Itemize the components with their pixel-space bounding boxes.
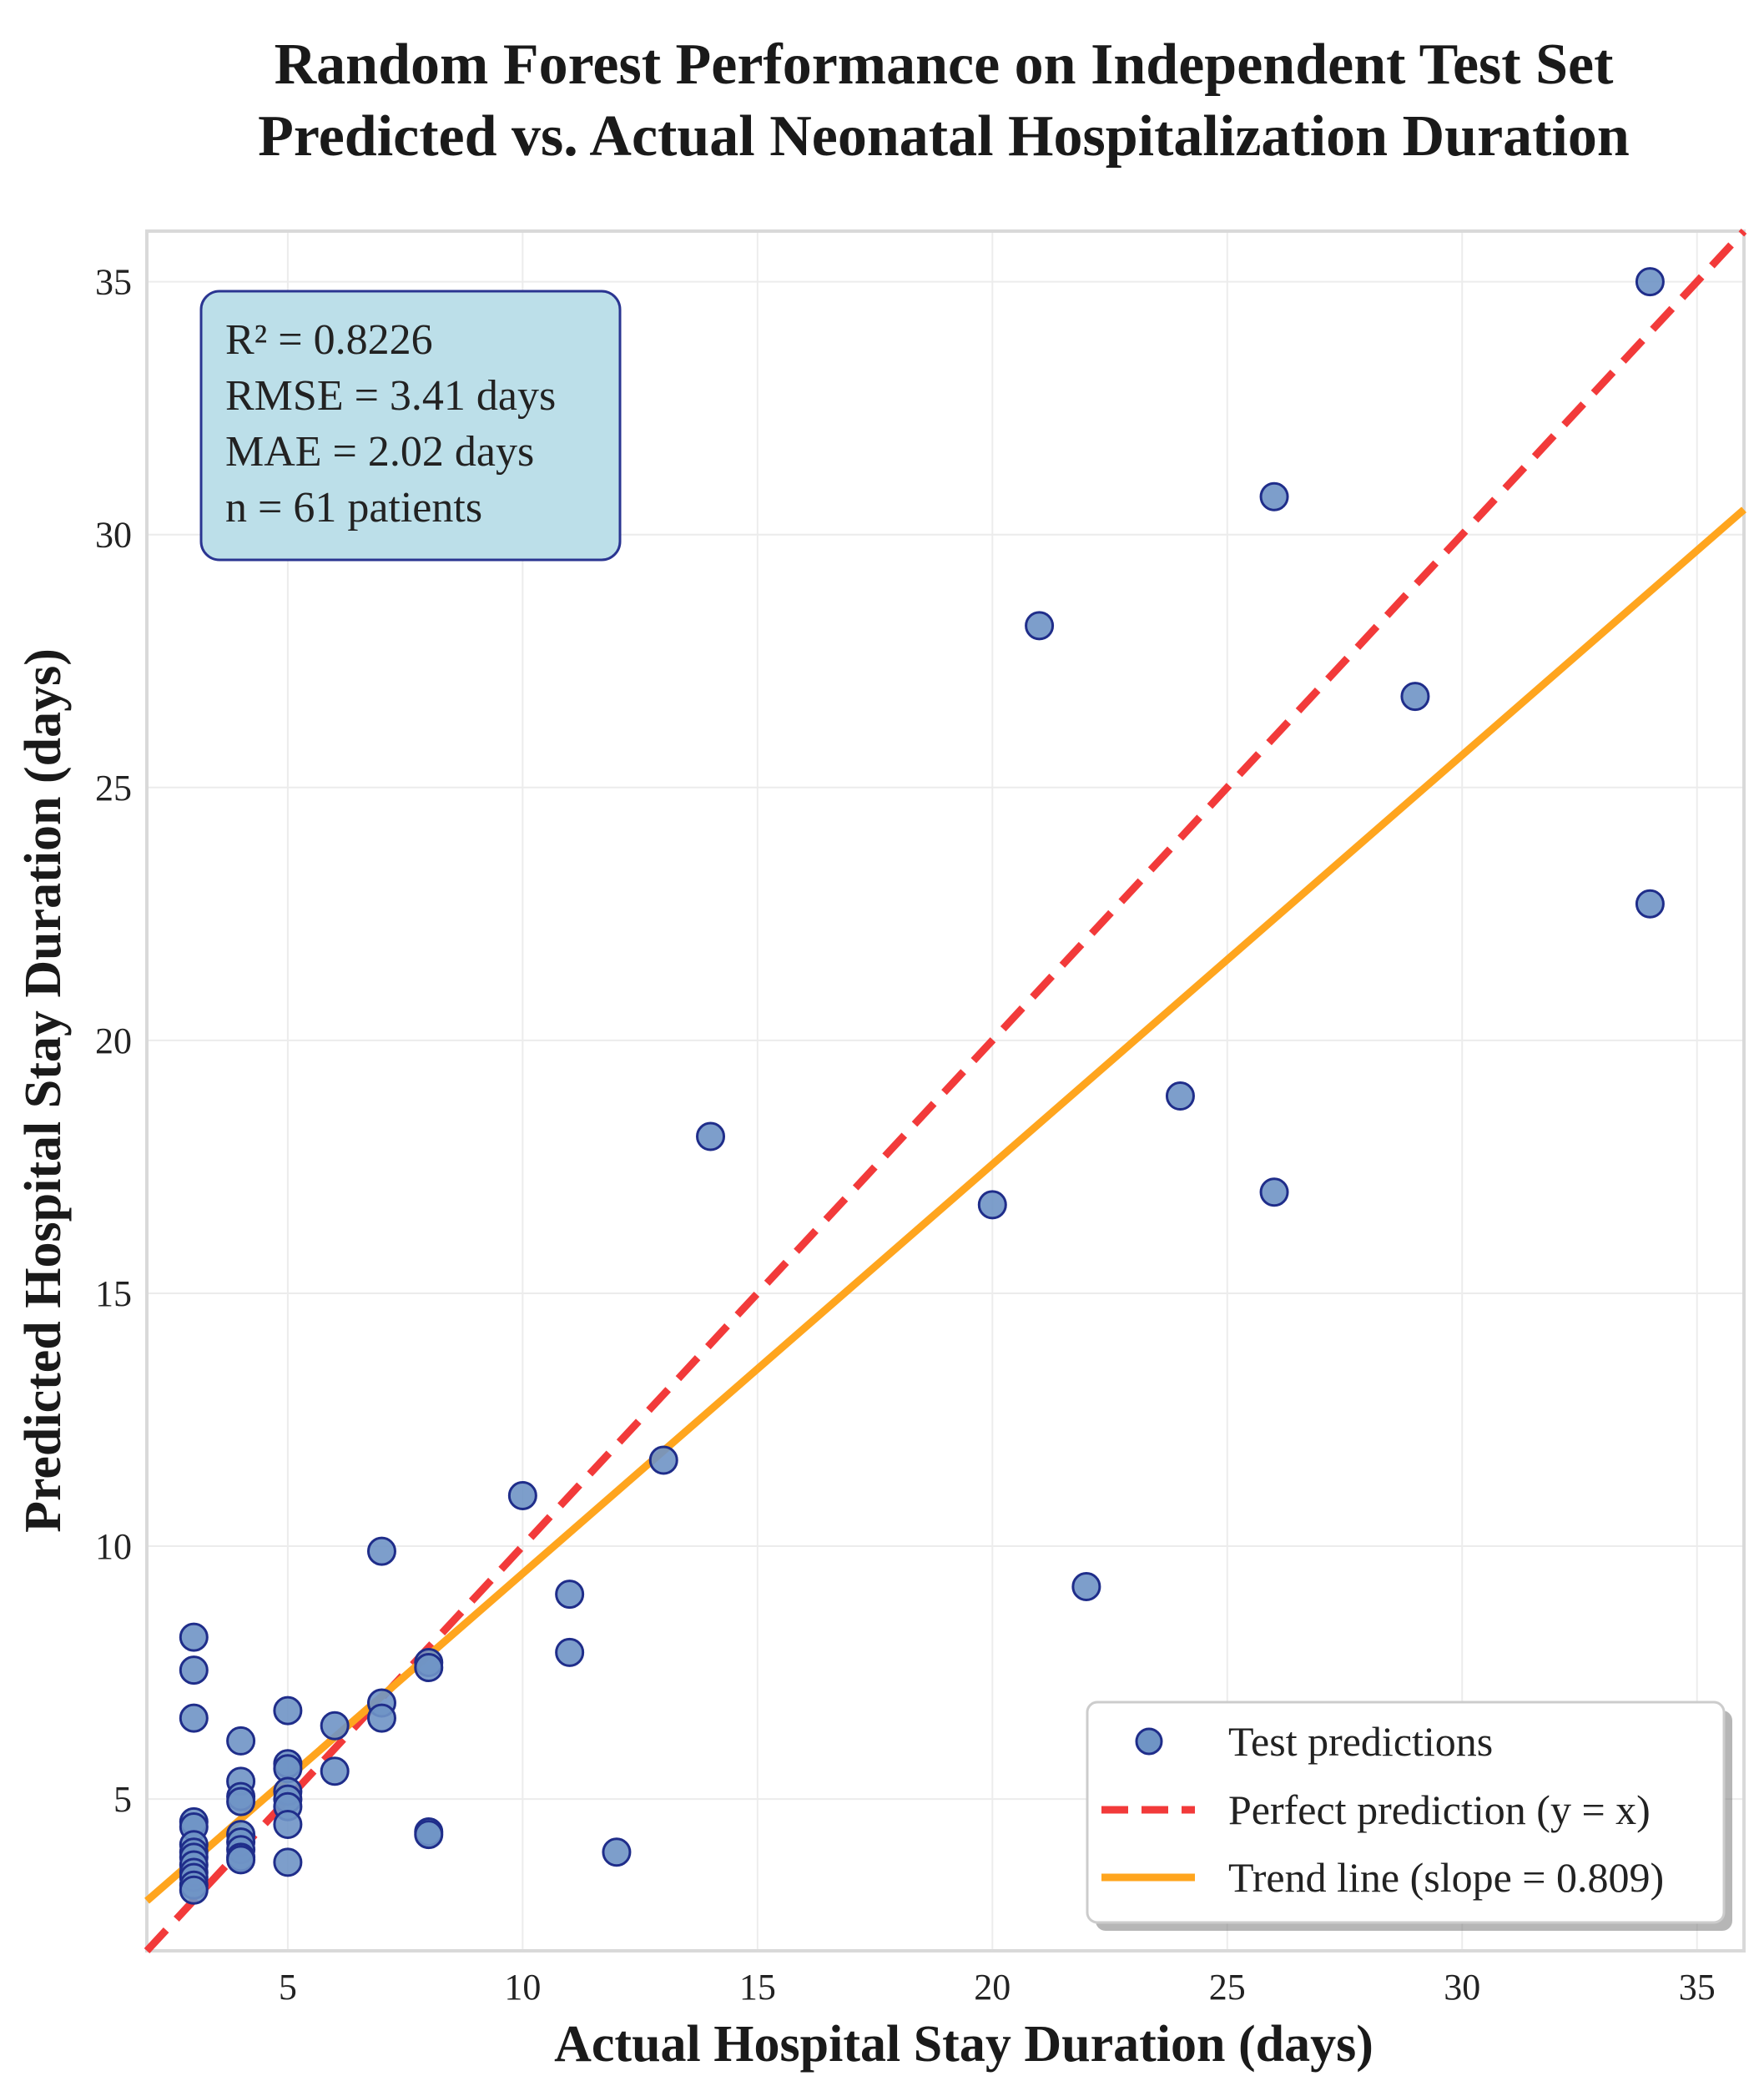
x-tick-label: 5 xyxy=(279,1967,297,2008)
stats-mae: MAE = 2.02 days xyxy=(225,428,534,476)
y-tick-label: 15 xyxy=(95,1273,132,1314)
data-point xyxy=(320,1756,350,1786)
trend-line xyxy=(144,506,1746,1904)
data-point xyxy=(320,1711,350,1741)
data-point xyxy=(366,1536,396,1566)
x-tick-label: 30 xyxy=(1444,1967,1480,2008)
stats-box: R² = 0.8226 RMSE = 3.41 days MAE = 2.02 … xyxy=(199,290,622,562)
stats-r2: R² = 0.8226 xyxy=(225,316,433,364)
data-point xyxy=(273,1809,303,1839)
data-point xyxy=(602,1837,632,1867)
x-tick-label: 20 xyxy=(974,1967,1011,2008)
data-point xyxy=(414,1820,444,1850)
legend-label-trend: Trend line (slope = 0.809) xyxy=(1228,1854,1664,1901)
data-point xyxy=(414,1653,444,1683)
data-point xyxy=(1071,1572,1101,1602)
y-tick-label: 5 xyxy=(113,1779,132,1820)
y-tick-label: 30 xyxy=(95,515,132,556)
data-point xyxy=(1025,611,1055,641)
legend-marker-predictions xyxy=(1135,1727,1163,1756)
data-point xyxy=(179,1622,209,1652)
data-point xyxy=(1400,682,1430,712)
plot-frame xyxy=(145,229,1746,1952)
data-point xyxy=(226,1845,256,1875)
legend: Test predictions Perfect prediction (y =… xyxy=(1086,1701,1732,1931)
point-layer xyxy=(179,267,1665,1905)
data-point xyxy=(179,1703,209,1733)
stats-box-frame xyxy=(199,290,622,562)
tick-layer: 5 10 15 20 25 30 35 5 10 15 20 25 30 35 xyxy=(95,262,1716,2008)
chart-title: Random Forest Performance on Independent… xyxy=(275,33,1614,97)
data-point xyxy=(1259,481,1289,511)
x-tick-label: 15 xyxy=(739,1967,776,2008)
data-point xyxy=(179,1655,209,1685)
data-point xyxy=(1635,267,1665,297)
data-point xyxy=(555,1637,585,1667)
y-tick-label: 25 xyxy=(95,768,132,809)
grid xyxy=(147,231,1744,1951)
data-point xyxy=(507,1480,537,1510)
data-point xyxy=(555,1580,585,1610)
data-point xyxy=(273,1695,303,1726)
data-point xyxy=(273,1847,303,1877)
data-point xyxy=(366,1703,396,1733)
line-layer xyxy=(144,228,1747,1954)
data-point xyxy=(1635,889,1665,919)
data-point xyxy=(1165,1081,1195,1111)
x-axis-label: Actual Hospital Stay Duration (days) xyxy=(554,2016,1373,2073)
y-tick-label: 35 xyxy=(95,262,132,303)
x-tick-label: 25 xyxy=(1209,1967,1246,2008)
legend-label-perfect: Perfect prediction (y = x) xyxy=(1228,1786,1651,1833)
y-axis-label: Predicted Hospital Stay Duration (days) xyxy=(15,648,72,1533)
data-point xyxy=(648,1445,678,1475)
y-tick-label: 10 xyxy=(95,1526,132,1567)
x-tick-label: 35 xyxy=(1679,1967,1716,2008)
stats-n: n = 61 patients xyxy=(225,484,482,532)
data-point xyxy=(1259,1177,1289,1207)
y-tick-label: 20 xyxy=(95,1020,132,1061)
stats-rmse: RMSE = 3.41 days xyxy=(225,372,556,420)
data-point xyxy=(226,1726,256,1756)
x-tick-label: 10 xyxy=(504,1967,541,2008)
legend-label-predictions: Test predictions xyxy=(1228,1718,1493,1765)
chart-subtitle: Predicted vs. Actual Neonatal Hospitaliz… xyxy=(258,104,1630,169)
legend-frame xyxy=(1086,1701,1726,1924)
data-point xyxy=(696,1121,726,1151)
data-point xyxy=(179,1875,209,1905)
data-point xyxy=(977,1190,1007,1220)
data-point xyxy=(226,1786,256,1816)
